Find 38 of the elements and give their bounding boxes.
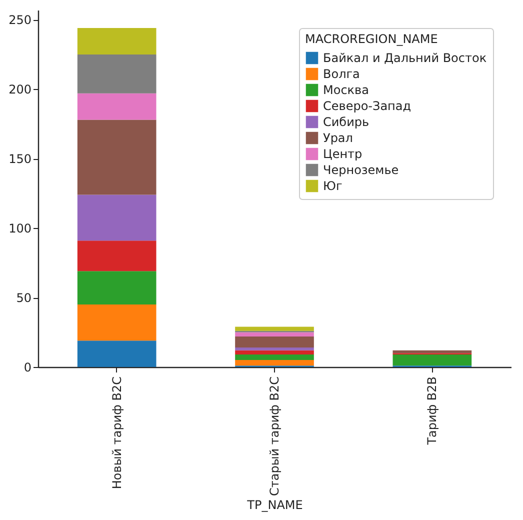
legend-label: Сибирь: [323, 115, 370, 129]
x-tick-label: Тариф B2B: [425, 376, 440, 446]
bar: [235, 326, 314, 331]
legend-label: Юг: [323, 179, 342, 193]
legend-label: Черноземье: [323, 163, 399, 177]
bar: [77, 93, 156, 120]
bar: [235, 348, 314, 350]
x-tick-label: Старый тариф B2C: [268, 376, 282, 496]
bar: [235, 350, 314, 354]
legend-title: MACROREGION_NAME: [305, 32, 438, 46]
y-tick-label: 0: [24, 360, 32, 374]
y-tick-label: 200: [8, 82, 32, 97]
bar: [77, 120, 156, 195]
legend-label: Центр: [323, 147, 362, 161]
legend-label: Волга: [323, 67, 360, 81]
y-tick-label: 250: [8, 13, 32, 28]
x-tick-label: Новый тариф B2C: [110, 376, 124, 490]
bar: [77, 340, 156, 367]
y-tick-label: 100: [8, 222, 32, 236]
y-tick-label: 150: [8, 152, 32, 166]
legend-label: Москва: [323, 83, 369, 97]
bar: [77, 304, 156, 341]
bar: [77, 54, 156, 94]
bar: [77, 194, 156, 241]
bar: [77, 240, 156, 272]
x-axis-title: TP_NAME: [246, 498, 303, 512]
bar: [77, 271, 156, 304]
legend-label: Байкал и Дальний Восток: [323, 51, 487, 65]
bar: [392, 350, 472, 354]
bar: [235, 336, 314, 348]
legend-label: Урал: [323, 131, 353, 145]
y-tick-label: 50: [16, 291, 32, 306]
bar: [235, 332, 314, 336]
bar: [235, 360, 314, 366]
bar: [392, 354, 472, 366]
bar: [77, 28, 156, 54]
bar: [235, 354, 314, 360]
legend-label: Северо-Запад: [323, 99, 412, 113]
